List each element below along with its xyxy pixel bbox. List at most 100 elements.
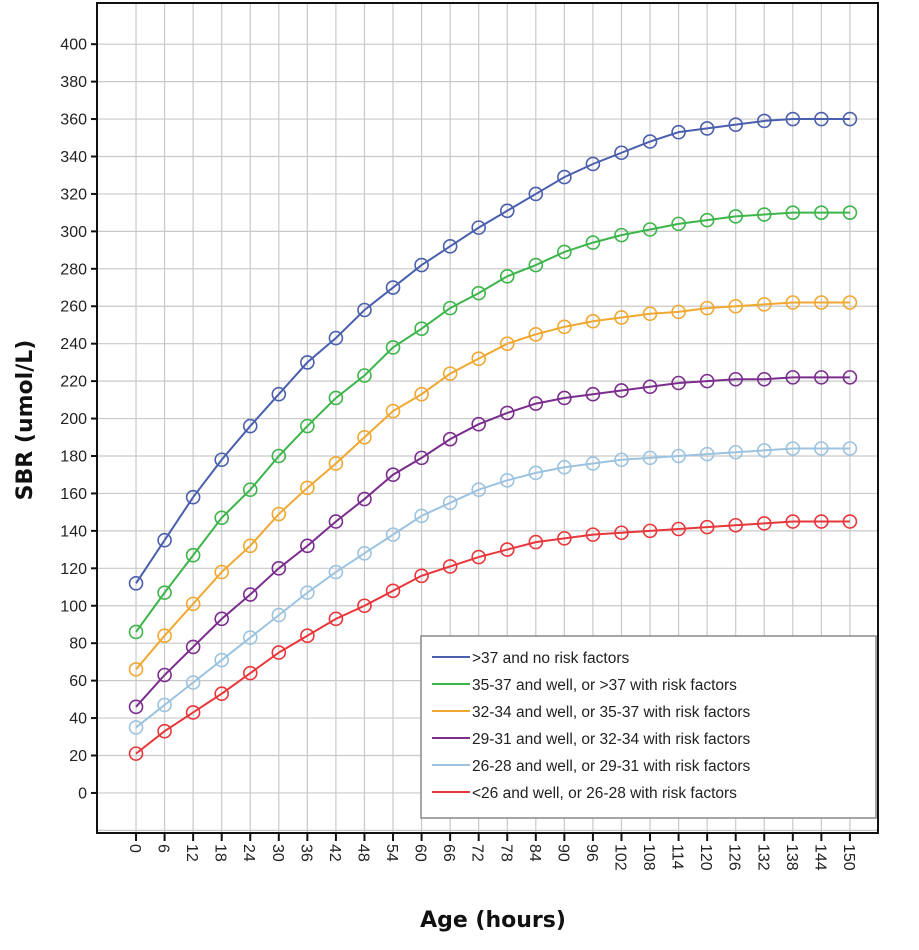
legend-label: <26 and well, or 26-28 with risk factors	[472, 785, 737, 802]
legend-label: 29-31 and well, or 32-34 with risk facto…	[472, 731, 751, 748]
data-point	[271, 645, 287, 660]
series-3	[128, 370, 858, 715]
y-tick-label: 220	[60, 374, 87, 391]
data-point	[471, 220, 486, 235]
data-point	[385, 280, 401, 295]
data-point	[385, 527, 401, 542]
data-point	[214, 452, 229, 468]
data-point	[442, 559, 458, 574]
data-point	[585, 527, 601, 542]
data-point	[785, 514, 801, 529]
data-point	[328, 611, 344, 627]
data-point	[471, 549, 486, 565]
data-point	[842, 111, 858, 127]
data-point	[385, 583, 401, 599]
data-point	[557, 390, 572, 406]
data-point	[271, 607, 287, 623]
data-point	[671, 124, 686, 140]
data-point	[814, 370, 829, 385]
data-point	[185, 489, 201, 505]
series-4	[128, 441, 858, 735]
data-point	[614, 145, 629, 161]
y-axis: 0 20 40 60 80 100 120 140 160 180 200 220 240 260 280 3…	[60, 37, 97, 802]
data-point	[271, 386, 287, 402]
data-point	[442, 300, 458, 316]
x-tick-label: 108	[640, 844, 657, 871]
data-point	[271, 561, 287, 576]
data-point	[242, 587, 258, 602]
data-point	[642, 450, 658, 466]
data-point	[528, 186, 544, 202]
data-point	[242, 665, 258, 681]
data-point	[471, 351, 486, 366]
series-2	[128, 295, 858, 677]
data-point	[357, 598, 372, 614]
y-tick-label: 320	[60, 186, 87, 203]
data-point	[185, 547, 201, 563]
x-tick-label: 0	[126, 844, 143, 853]
series-5	[128, 514, 858, 761]
data-point	[271, 448, 287, 464]
data-point	[357, 302, 372, 318]
data-point	[328, 514, 344, 529]
x-tick-label: 126	[726, 844, 743, 871]
data-point	[528, 534, 544, 550]
data-point	[756, 443, 772, 458]
data-point	[528, 327, 544, 342]
data-point	[785, 441, 801, 456]
data-point	[214, 686, 229, 702]
data-point	[357, 546, 372, 561]
x-tick-label: 78	[497, 844, 514, 862]
data-point	[414, 386, 429, 402]
data-point	[414, 508, 429, 524]
series-layer	[128, 111, 858, 761]
data-point	[128, 746, 144, 761]
data-point	[785, 111, 801, 127]
data-point	[528, 465, 544, 481]
data-point	[328, 390, 344, 406]
data-point	[699, 446, 715, 462]
data-point	[357, 429, 372, 445]
x-tick-label: 90	[554, 844, 571, 862]
data-point	[842, 441, 858, 456]
data-point	[614, 227, 629, 243]
data-point	[442, 366, 458, 381]
data-point	[585, 235, 601, 250]
y-tick-label: 340	[60, 149, 87, 166]
series-line	[135, 211, 850, 633]
data-point	[528, 396, 544, 411]
y-tick-label: 180	[60, 448, 87, 465]
data-point	[642, 379, 658, 395]
series-0	[128, 111, 858, 591]
data-point	[328, 330, 344, 346]
y-tick-label: 280	[60, 261, 87, 278]
data-point	[442, 495, 458, 511]
data-point	[471, 416, 486, 432]
data-point	[814, 441, 829, 456]
x-tick-label: 150	[840, 844, 857, 871]
data-point	[671, 521, 686, 537]
legend-box	[420, 635, 877, 819]
data-point	[414, 568, 429, 584]
x-tick-label: 96	[583, 844, 600, 862]
data-point	[414, 321, 429, 337]
series-1	[128, 205, 858, 640]
x-tick-label: 114	[669, 844, 686, 870]
data-point	[242, 538, 258, 554]
y-tick-label: 80	[69, 636, 87, 653]
x-tick-label: 42	[326, 844, 343, 862]
data-point	[614, 452, 629, 468]
data-point	[585, 313, 601, 329]
legend-label: 32-34 and well, or 35-37 with risk facto…	[472, 704, 751, 721]
y-tick-label: 120	[60, 561, 87, 578]
data-point	[128, 575, 144, 591]
y-tick-label: 300	[60, 224, 87, 241]
x-tick-label: 132	[754, 844, 771, 871]
data-point	[728, 517, 743, 533]
data-point	[128, 699, 144, 715]
data-point	[499, 203, 515, 219]
data-point	[300, 585, 315, 600]
data-point	[728, 209, 743, 224]
data-point	[842, 370, 858, 385]
x-tick-label: 66	[440, 844, 457, 862]
